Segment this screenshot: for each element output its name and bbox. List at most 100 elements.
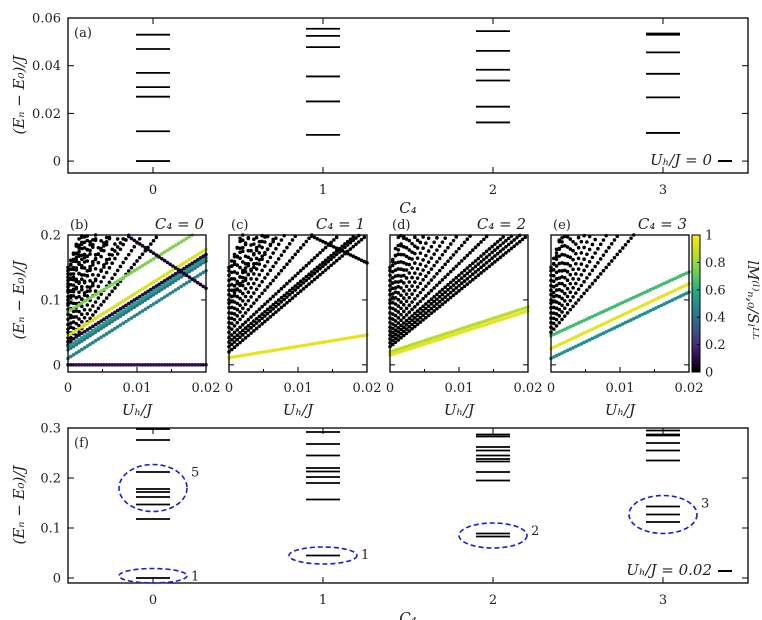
energy-point	[276, 307, 281, 312]
energy-point	[260, 304, 264, 309]
energy-point	[287, 279, 292, 283]
energy-point	[557, 261, 562, 266]
panel-label: (b)	[70, 218, 88, 233]
energy-point	[99, 323, 103, 328]
energy-point	[648, 308, 653, 313]
energy-point	[93, 266, 98, 271]
energy-point	[318, 340, 322, 345]
energy-point	[102, 363, 106, 367]
energy-point	[402, 315, 406, 320]
energy-point	[238, 239, 242, 244]
energy-point	[193, 279, 197, 283]
energy-point	[68, 332, 73, 336]
energy-point	[626, 239, 631, 244]
energy-point	[312, 271, 317, 276]
energy-point	[332, 245, 336, 249]
energy-point	[232, 330, 237, 335]
energy-point	[74, 339, 79, 344]
energy-point	[135, 303, 139, 308]
energy-point	[415, 318, 420, 322]
energy-point	[451, 293, 456, 298]
energy-point	[201, 249, 206, 253]
energy-point	[151, 280, 156, 284]
energy-point	[77, 271, 81, 276]
energy-point	[396, 273, 401, 278]
energy-point	[168, 282, 172, 286]
energy-point	[596, 324, 600, 329]
energy-point	[232, 300, 237, 304]
energy-point	[396, 326, 401, 330]
energy-point	[645, 310, 650, 314]
energy-point	[396, 330, 401, 334]
energy-point	[482, 237, 486, 242]
energy-point	[462, 240, 467, 245]
energy-point	[402, 296, 406, 300]
energy-point	[238, 296, 242, 301]
energy-point	[198, 262, 203, 267]
energy-point	[506, 242, 511, 247]
energy-point	[93, 322, 98, 327]
energy-point	[432, 304, 436, 309]
energy-point	[157, 282, 161, 287]
energy-point	[246, 236, 251, 241]
energy-point	[107, 363, 112, 367]
energy-point	[393, 280, 398, 284]
energy-point	[110, 261, 114, 266]
energy-point	[457, 261, 461, 266]
energy-point	[468, 250, 472, 255]
energy-point	[620, 300, 625, 305]
energy-point	[235, 301, 240, 306]
energy-point	[418, 306, 423, 311]
energy-point	[80, 285, 84, 289]
energy-point	[393, 332, 398, 337]
energy-point	[151, 302, 156, 306]
energy-point	[318, 263, 322, 267]
energy-point	[91, 313, 95, 317]
energy-point	[568, 272, 573, 277]
energy-point	[171, 245, 175, 249]
energy-point	[407, 303, 412, 308]
energy-point	[473, 270, 478, 274]
energy-point	[276, 242, 281, 247]
energy-point	[282, 303, 287, 307]
energy-point	[468, 280, 472, 284]
energy-point	[457, 278, 461, 283]
energy-point	[632, 295, 636, 300]
energy-point	[568, 324, 573, 329]
energy-point	[354, 242, 358, 247]
energy-point	[157, 255, 161, 259]
energy-point	[462, 329, 467, 334]
energy-point	[85, 269, 90, 273]
energy-point	[574, 251, 578, 256]
energy-point	[140, 252, 145, 257]
energy-point	[410, 318, 414, 322]
energy-point	[238, 236, 242, 241]
energy-point	[429, 297, 434, 301]
energy-point	[312, 235, 317, 240]
energy-point	[82, 329, 87, 334]
energy-point	[443, 300, 448, 304]
energy-point	[396, 315, 401, 320]
energy-point	[560, 269, 564, 273]
energy-point	[571, 323, 575, 328]
energy-point	[565, 278, 570, 282]
degeneracy-ellipse	[118, 463, 188, 513]
energy-point	[323, 340, 328, 344]
energy-point	[77, 337, 81, 342]
energy-point	[154, 300, 159, 305]
energy-point	[393, 268, 398, 272]
energy-point	[126, 308, 131, 313]
energy-point	[88, 289, 92, 293]
energy-point	[454, 332, 459, 336]
energy-point	[260, 350, 264, 355]
energy-point	[71, 330, 76, 334]
energy-point	[74, 266, 79, 270]
energy-point	[301, 343, 306, 348]
energy-point	[80, 325, 84, 329]
energy-point	[512, 309, 516, 314]
energy-point	[102, 275, 106, 279]
energy-point	[102, 299, 106, 304]
energy-point	[402, 345, 406, 350]
energy-point	[235, 246, 240, 250]
